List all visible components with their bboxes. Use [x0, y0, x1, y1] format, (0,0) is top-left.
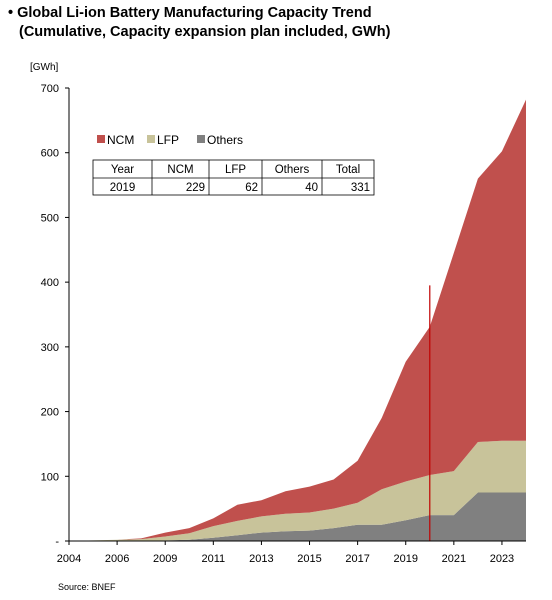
table-cell: 229 [186, 182, 205, 194]
legend-label-others: Others [207, 133, 243, 147]
x-axis-ticks: 2004 2006 2009 2011 2013 2015 2017 2019 2021 2023 [57, 541, 514, 565]
y-tick-label: 200 [41, 407, 59, 419]
legend-swatch-others [197, 135, 205, 143]
legend: NCM LFP Others [97, 133, 243, 147]
summary-table: Year NCM LFP Others Total 2019 229 62 40 331 [92, 159, 375, 196]
table-cell: 331 [351, 182, 370, 194]
y-tick-label: 300 [41, 342, 59, 354]
x-tick-label: 2017 [345, 553, 369, 565]
y-tick-label: 500 [41, 212, 59, 224]
table-header-cell: Others [275, 164, 310, 176]
area-others [69, 492, 526, 541]
table-header-cell: LFP [225, 164, 246, 176]
table-header-cell: Total [336, 164, 360, 176]
x-tick-label: 2013 [249, 553, 273, 565]
table-cell: 2019 [110, 182, 136, 194]
y-tick-label: 700 [41, 83, 59, 95]
chart-title-line-2: (Cumulative, Capacity expansion plan inc… [19, 24, 391, 40]
legend-swatch-ncm [97, 135, 105, 143]
y-tick-label: 600 [41, 148, 59, 160]
y-axis-unit-label: [GWh] [30, 62, 59, 73]
table-cell: 40 [305, 182, 318, 194]
y-tick-label: 100 [41, 471, 59, 483]
y-tick-label: 400 [41, 277, 59, 289]
y-tick-label: - [55, 536, 59, 548]
chart-title: • Global Li-ion Battery Manufacturing Ca… [8, 4, 390, 42]
x-tick-label: 2011 [201, 553, 225, 565]
table-header-cell: Year [111, 164, 134, 176]
x-tick-label: 2019 [393, 553, 417, 565]
legend-swatch-lfp [147, 135, 155, 143]
x-tick-label: 2015 [297, 553, 321, 565]
table-header-cell: NCM [167, 164, 193, 176]
chart-title-line-1: • Global Li-ion Battery Manufacturing Ca… [8, 5, 372, 21]
x-tick-label: 2009 [153, 553, 177, 565]
legend-label-lfp: LFP [157, 133, 179, 147]
source-note: Source: BNEF [58, 582, 116, 592]
x-tick-label: 2006 [105, 553, 129, 565]
table-frame [92, 159, 375, 196]
area-lfp [69, 440, 526, 541]
stacked-areas [69, 99, 526, 541]
y-axis-ticks: - 100 200 300 400 500 600 700 [41, 83, 69, 548]
table-cell: 62 [245, 182, 258, 194]
x-tick-label: 2021 [442, 553, 466, 565]
x-tick-label: 2004 [57, 553, 81, 565]
x-tick-label: 2023 [490, 553, 514, 565]
area-ncm [69, 99, 526, 541]
legend-label-ncm: NCM [107, 133, 134, 147]
